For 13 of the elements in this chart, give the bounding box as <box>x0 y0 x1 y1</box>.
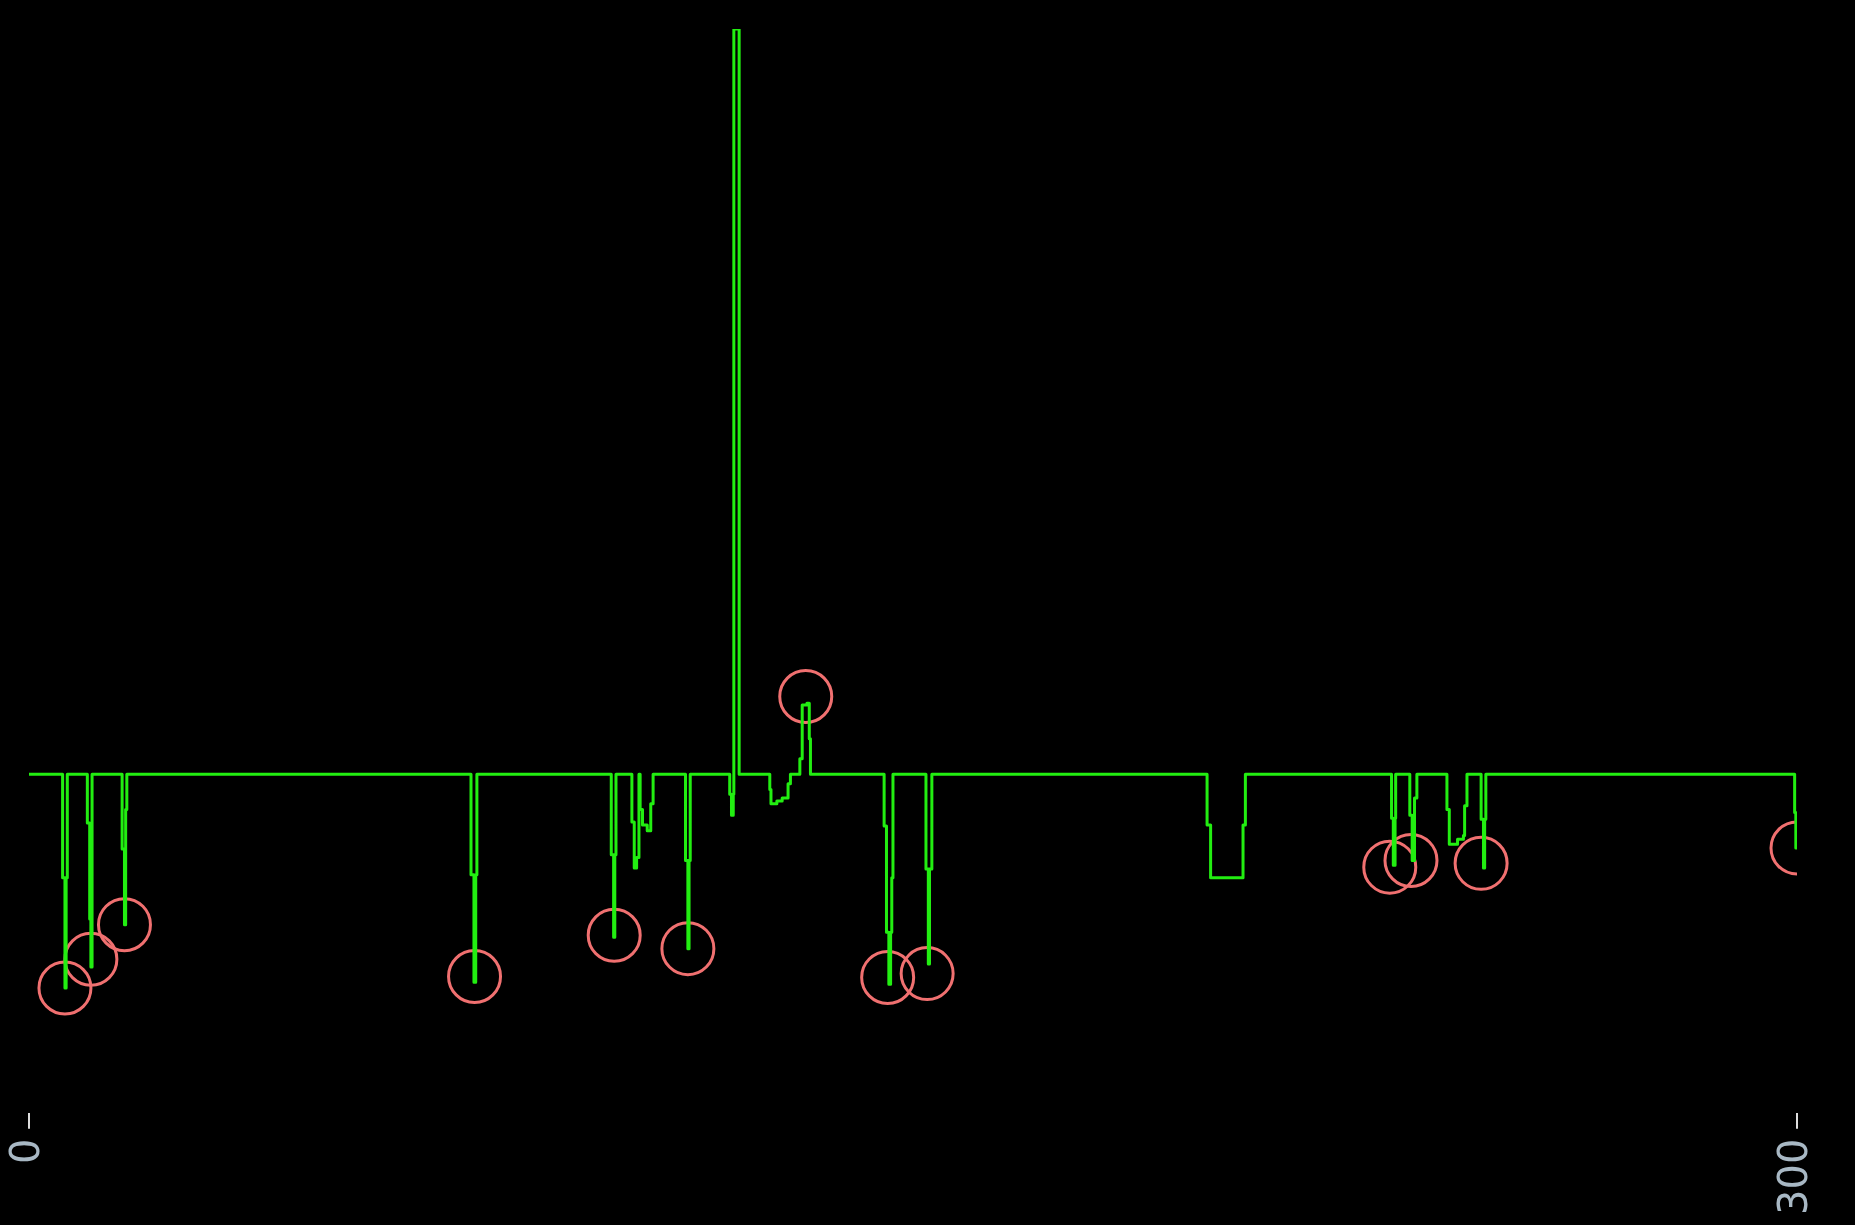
point <box>1362 839 1418 895</box>
point <box>586 907 642 963</box>
point <box>96 897 152 953</box>
point <box>778 668 834 724</box>
point <box>899 946 955 1002</box>
point <box>1453 835 1509 891</box>
point <box>860 949 916 1005</box>
x-tick-label: 0 <box>2 1138 49 1165</box>
point <box>37 960 93 1016</box>
point <box>660 921 716 977</box>
point <box>1383 832 1439 888</box>
point <box>447 948 503 1004</box>
x-tick-label: 300 <box>1770 1138 1817 1216</box>
